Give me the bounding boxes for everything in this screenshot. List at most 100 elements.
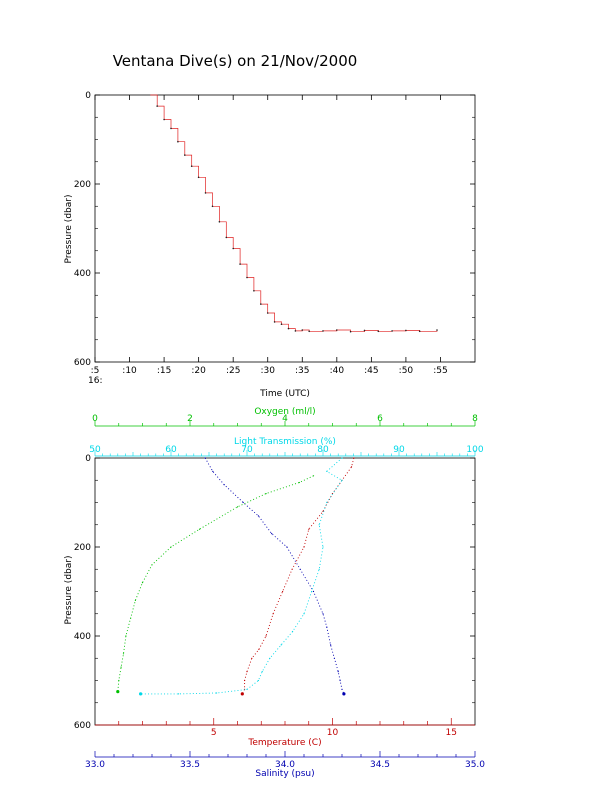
transmission-point [326,470,328,472]
temperature-point [244,679,246,682]
salinity-point [257,515,259,517]
transmission-point [311,590,313,593]
top-y-tick-label: 600 [74,358,91,368]
transmission-tick-label: 90 [393,445,405,455]
top-x-tick-label: :50 [399,366,414,376]
salinity-point [322,613,324,615]
oxygen-tick-label: 2 [187,414,193,424]
temperature-end-marker [240,692,244,696]
oxygen-point [198,528,201,530]
transmission-point [326,501,328,504]
top-x-hour-label: 16: [88,376,102,386]
transmission-point [318,524,320,526]
trace-point [260,303,262,305]
temperature-point [282,590,284,593]
top-x-tick-label: :10 [122,366,137,376]
trace-point [405,329,407,332]
oxygen-point [265,493,267,495]
trace-point [294,330,297,332]
top-x-tick-label: :45 [364,366,378,376]
bottom-y-tick-label: 200 [74,543,91,553]
oxygen-end-marker [116,690,120,694]
top-x-tick-label: :35 [295,366,309,376]
transmission-point [246,688,248,691]
oxygen-point [298,481,300,484]
transmission-point [280,644,282,646]
top-y-tick-label: 400 [74,269,91,279]
transmission-point [341,479,343,481]
trace-point [163,118,165,121]
transmission-axis-label: Light Transmission (%) [234,437,336,447]
oxygen-point [120,666,122,668]
transmission-point [257,679,259,682]
trace-point [391,330,393,332]
temperature-point [303,546,305,548]
salinity-axis-label: Salinity (psu) [255,769,314,779]
transmission-tick-label: 70 [241,445,253,455]
temperature-point [272,613,274,615]
temperature-point [251,657,253,659]
salinity-point [204,457,206,459]
oxygen-point [118,679,120,682]
temperature-tick-label: 5 [211,728,217,738]
trace-point [184,154,186,156]
trace-point [280,323,283,326]
salinity-point [330,644,332,646]
transmission-tick-label: 60 [165,445,177,455]
temperature-point [353,457,355,459]
trace-point [363,329,366,332]
profile-panel: 0 200 400 600 0 2 4 6 8 50 60 70 80 90 100 5 10 15 33.0 33.… [74,414,485,770]
trace-point [211,205,214,208]
trace-point [225,236,228,239]
top-y-tick-label: 0 [85,91,91,101]
oxygen-point [122,653,125,655]
trace-point [336,329,338,331]
salinity-tick-label: 33.0 [85,760,105,770]
salinity-point [333,657,335,659]
temperature-point [265,635,267,637]
salinity-point [271,533,273,535]
trace-point [349,330,352,333]
trace-point [377,330,380,333]
top-plot-frame [94,94,476,363]
trace-point [266,312,269,314]
top-x-tick-label: :55 [433,366,447,376]
salinity-tick-label: 34.0 [275,760,295,770]
salinity-tick-label: 33.5 [180,760,200,770]
salinity-end-marker [342,692,346,696]
top-x-tick-label: :15 [157,366,171,376]
oxygen-axis-label: Oxygen (ml/l) [254,407,315,417]
temperature-profile [241,457,355,695]
trace-point [170,127,172,130]
trace-point [218,221,221,223]
trace-point [156,105,158,107]
transmission-point [178,693,180,695]
temperature-tick-label: 15 [446,728,457,738]
transmission-profile [140,457,343,695]
salinity-profile [204,457,345,695]
trace-point [246,276,248,279]
trace-point [197,176,200,179]
trace-point [301,329,304,331]
bottom-plot-frame [94,457,476,726]
salinity-point [339,679,341,682]
salinity-point [299,568,301,570]
top-x-tick-label: :5 [91,366,100,376]
trace-point [253,290,255,292]
trace-point [418,330,421,333]
pressure-trace [150,94,438,333]
salinity-point [212,470,214,472]
bottom-y-tick-label: 400 [74,632,91,642]
temperature-point [322,510,324,512]
trace-point [190,165,193,167]
transmission-end-marker [139,692,143,696]
salinity-point [341,688,343,691]
transmission-point [303,613,305,615]
bottom-y-tick-label: 0 [85,454,91,464]
oxygen-tick-label: 4 [282,414,288,424]
oxygen-point [125,635,127,637]
salinity-point [242,501,244,504]
oxygen-tick-label: 0 [92,414,98,424]
top-y-axis-label: Pressure (dbar) [64,195,74,264]
top-y-tick-label: 200 [74,180,91,190]
